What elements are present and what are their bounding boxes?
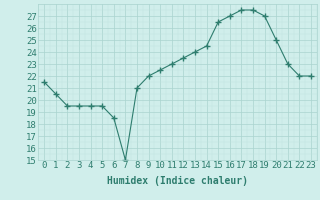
- X-axis label: Humidex (Indice chaleur): Humidex (Indice chaleur): [107, 176, 248, 186]
